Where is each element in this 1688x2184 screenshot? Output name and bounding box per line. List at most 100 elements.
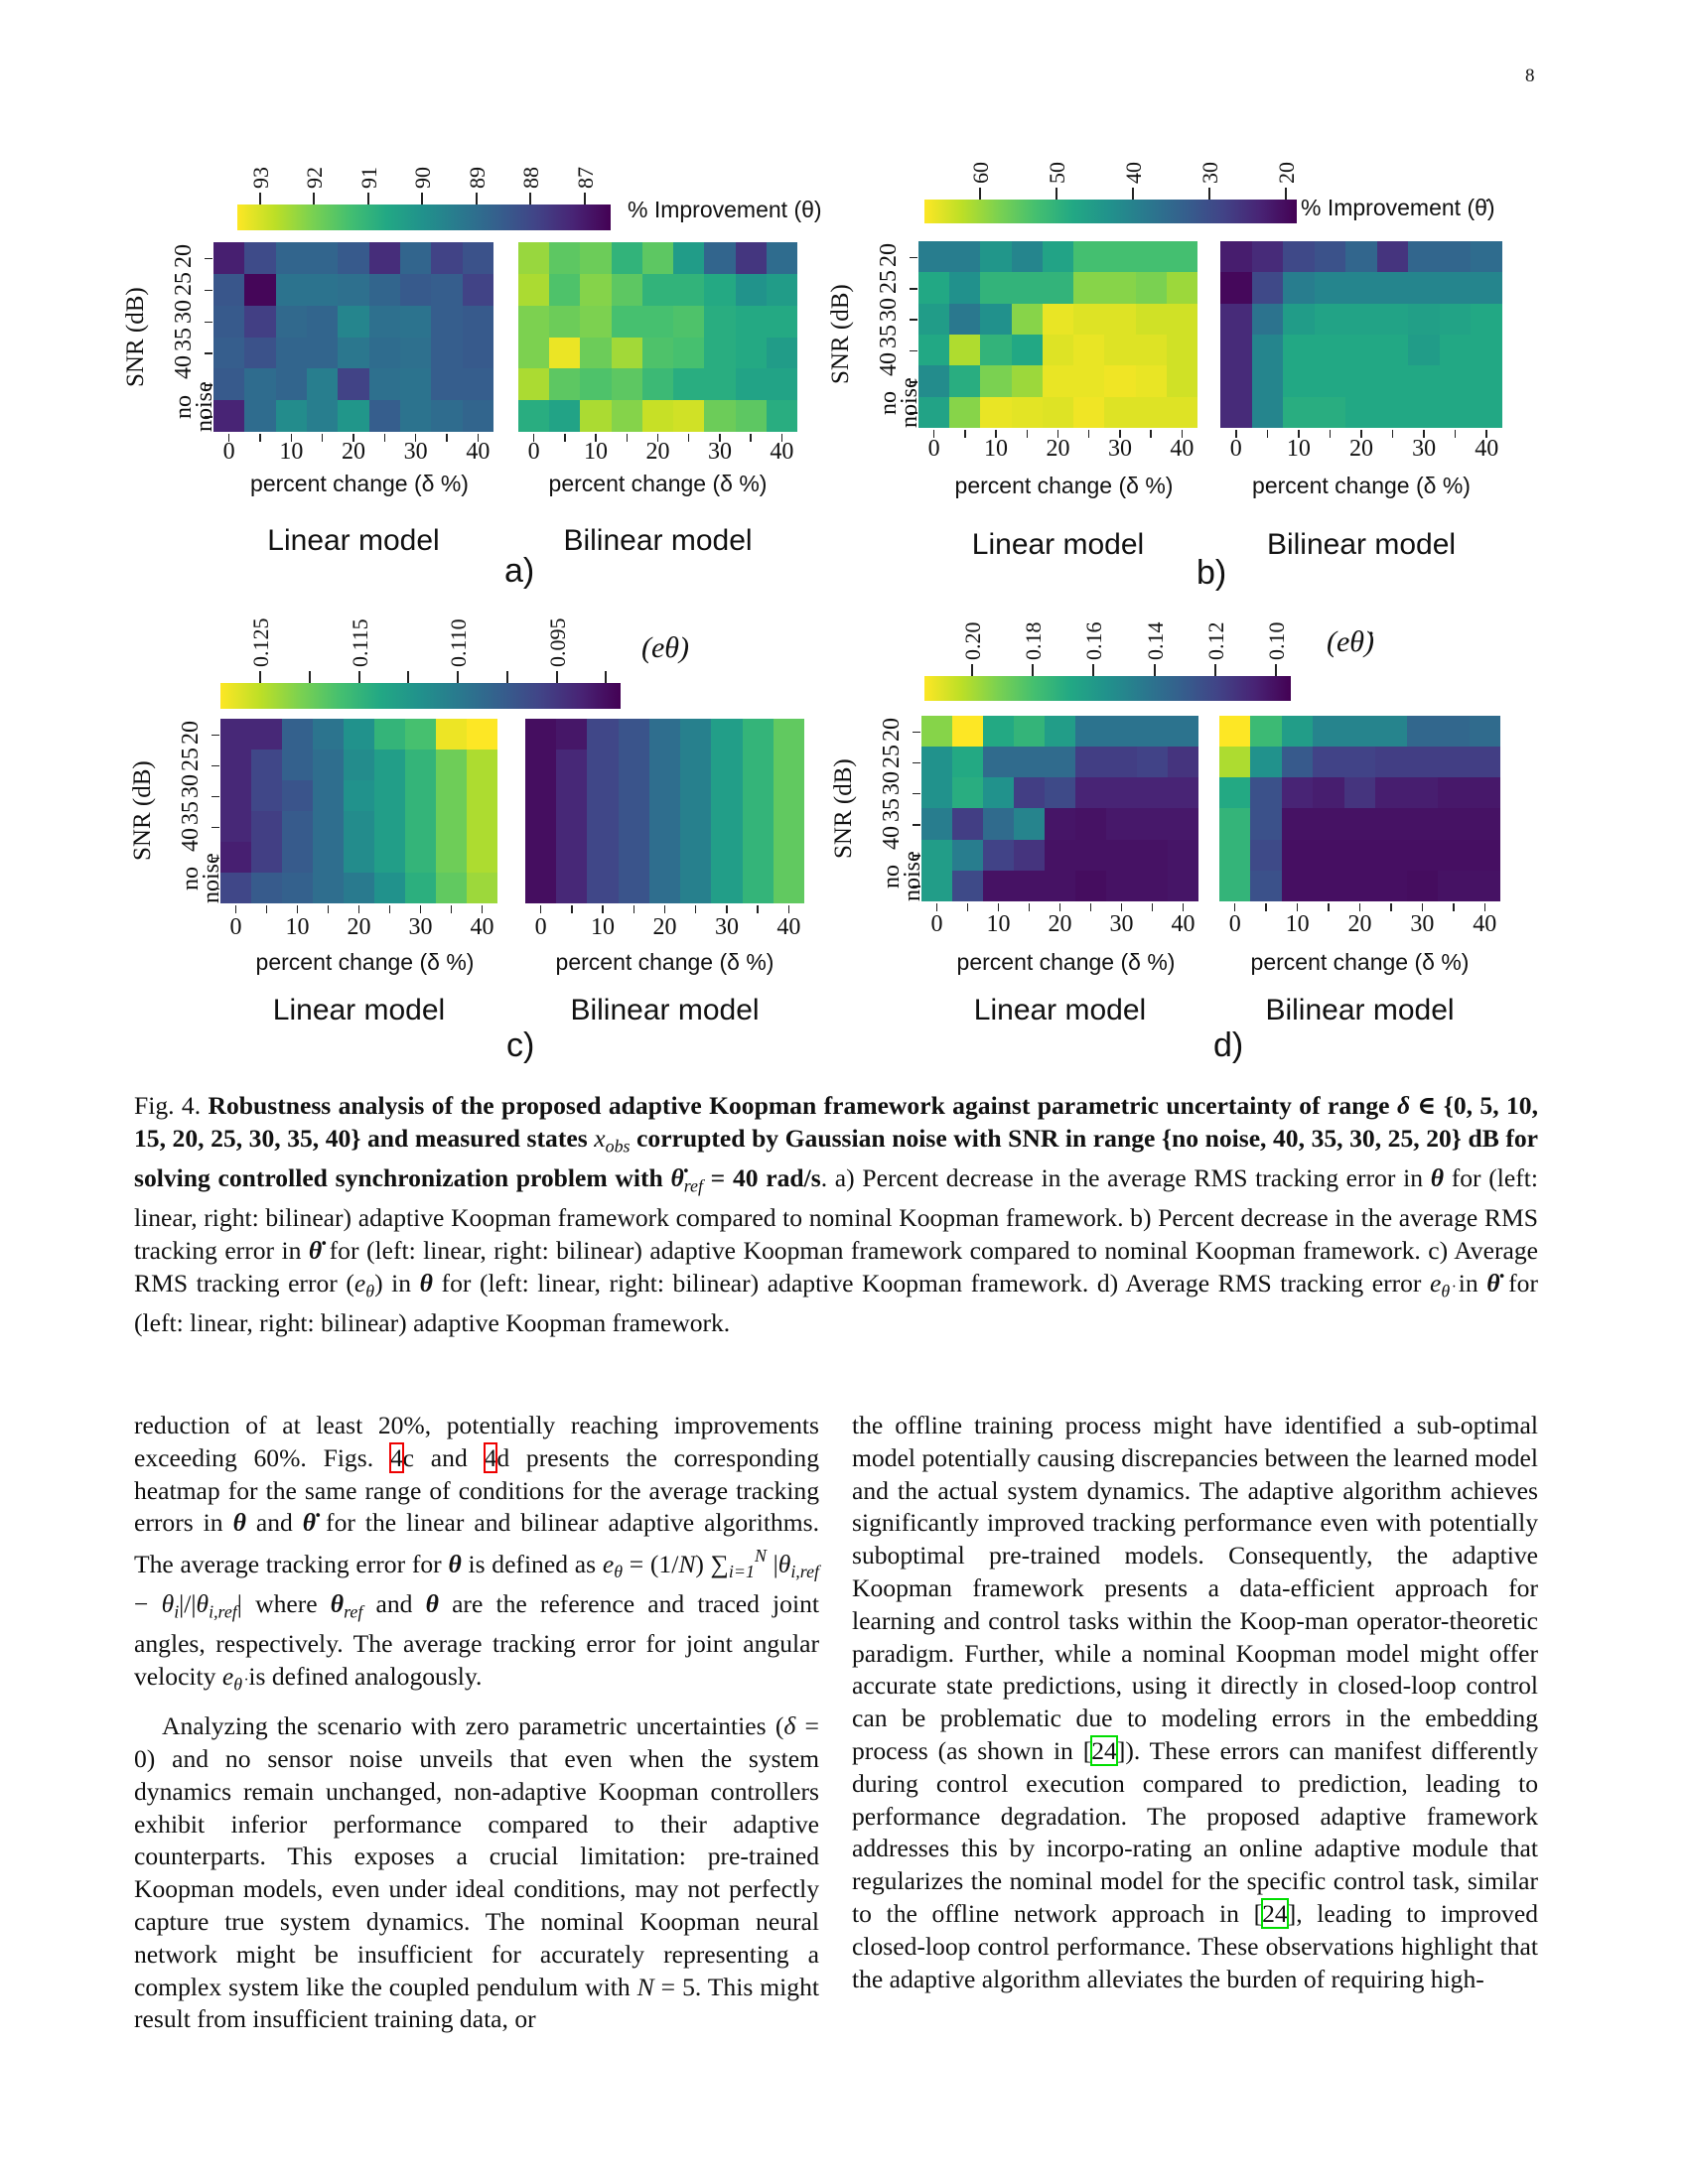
heatmap-cell (680, 780, 712, 811)
subplot-title: Bilinear model (1266, 528, 1457, 561)
heatmap-cell (1406, 839, 1439, 871)
x-tick-label: 20 (652, 914, 677, 940)
reference-link[interactable]: 24 (1261, 1897, 1289, 1929)
heatmap-cell (1220, 272, 1252, 304)
heatmap-cell (1375, 870, 1407, 901)
heatmap-cell (1345, 241, 1377, 273)
heatmap-cell (1075, 716, 1106, 748)
heatmap-cell (1439, 365, 1472, 397)
heatmap-cell (1408, 396, 1440, 428)
heatmap-cell (949, 303, 981, 335)
heatmap-cell (704, 337, 736, 369)
heatmap-cell (549, 400, 581, 432)
text-run: for (left: linear, right: bilinear) adap… (134, 1235, 1538, 1297)
y-tick-label: no noise (876, 377, 922, 429)
heatmap-cell (1106, 777, 1137, 809)
text-run: θ (425, 1589, 439, 1619)
heatmap-cell (525, 873, 557, 903)
heatmap-cell (525, 842, 557, 873)
heatmap-cell (587, 719, 619, 750)
x-tick-label: 40 (776, 914, 801, 940)
heatmap-cell (1075, 747, 1106, 778)
heatmap-cell (766, 242, 797, 274)
heatmap-cell (1375, 808, 1407, 840)
heatmap-cell (704, 400, 736, 432)
heatmap-cell (1168, 747, 1198, 778)
subplot-title: Bilinear model (570, 994, 760, 1026)
heatmap-cell (518, 273, 550, 306)
y-tick-label: 40 (879, 825, 905, 850)
heatmap-cell (1104, 303, 1136, 335)
page-number: 8 (1525, 66, 1535, 86)
heatmap-cell (1168, 716, 1198, 748)
x-tick (1058, 903, 1061, 911)
colorbar (237, 205, 611, 230)
y-tick-label: 30 (879, 771, 905, 796)
x-tick (1265, 903, 1267, 911)
y-tick (205, 352, 212, 354)
heatmap-cell (1166, 335, 1197, 366)
x-tick-label: 30 (1410, 911, 1435, 937)
y-tick (910, 256, 917, 259)
y-tick (913, 731, 920, 734)
text-run: i=1 (728, 1562, 755, 1582)
reference-link[interactable]: 24 (1090, 1734, 1118, 1766)
heatmap-cell (436, 719, 467, 750)
text-run: are the reference and traced joint angle… (134, 1589, 819, 1692)
y-tick (910, 288, 917, 290)
heatmap-cell (1135, 241, 1167, 273)
x-tick (726, 905, 728, 913)
colorbar-minor-tick (407, 671, 410, 683)
x-tick (1150, 430, 1152, 438)
colorbar-tick-label: 30 (1196, 162, 1222, 184)
body-column-right: the offline training process might have … (852, 1410, 1538, 1995)
colorbar-label: % Improvement (θ̇) (1301, 195, 1495, 220)
heatmap-cell (1075, 808, 1106, 840)
heatmap-cell (525, 719, 557, 750)
heatmap-cell (220, 719, 251, 750)
reference-link[interactable]: 4 (388, 1441, 404, 1473)
heatmap-cell (275, 242, 307, 274)
x-tick-label: 30 (408, 914, 433, 940)
subplot-title: Bilinear model (563, 524, 753, 557)
text-run: and (362, 1589, 426, 1619)
heatmap-cell (618, 719, 649, 750)
x-tick-label: 40 (770, 439, 794, 465)
heatmap-cell (344, 811, 374, 842)
heatmap-cell (436, 750, 467, 780)
heatmap-cell (980, 396, 1012, 428)
heatmap-cell (704, 242, 736, 274)
colorbar-tick-label: 0.18 (1021, 621, 1047, 661)
heatmap-cell (952, 747, 983, 778)
heatmap-cell (1250, 777, 1282, 809)
subplot-title: Linear model (971, 528, 1145, 561)
heatmap-cell (1220, 365, 1252, 397)
heatmap-cell (766, 273, 797, 306)
colorbar-label: (eθ̇) (1327, 625, 1375, 658)
x-tick-label: 0 (222, 439, 235, 465)
text-run: θ̇ (670, 1162, 684, 1192)
text-run: for (left: linear, right: bilinear) adap… (134, 1268, 1538, 1337)
heatmap-cell (1439, 396, 1472, 428)
x-tick (414, 434, 417, 442)
heatmap-cell (431, 273, 463, 306)
heatmap-cell (1406, 808, 1439, 840)
heatmap-cell (680, 750, 712, 780)
heatmap-cell (1219, 839, 1251, 871)
colorbar-tick (1153, 664, 1156, 676)
heatmap-cell (680, 873, 712, 903)
text-run: − (134, 1589, 162, 1619)
heatmap-cell (307, 400, 339, 432)
text-run: ], leading to improved closed-loop contr… (852, 1898, 1538, 1993)
heatmap-cell (244, 273, 276, 306)
heatmap-linear-model (220, 719, 497, 903)
heatmap-cell (949, 241, 981, 273)
text-run: θ (777, 1549, 791, 1578)
y-tick-label: 35 (178, 800, 204, 825)
reference-link[interactable]: 4 (483, 1441, 498, 1473)
heatmap-cell (431, 242, 463, 274)
heatmap-cell (467, 811, 497, 842)
heatmap-cell (680, 719, 712, 750)
heatmap-cell (1104, 396, 1136, 428)
y-tick-label: 20 (879, 717, 905, 742)
